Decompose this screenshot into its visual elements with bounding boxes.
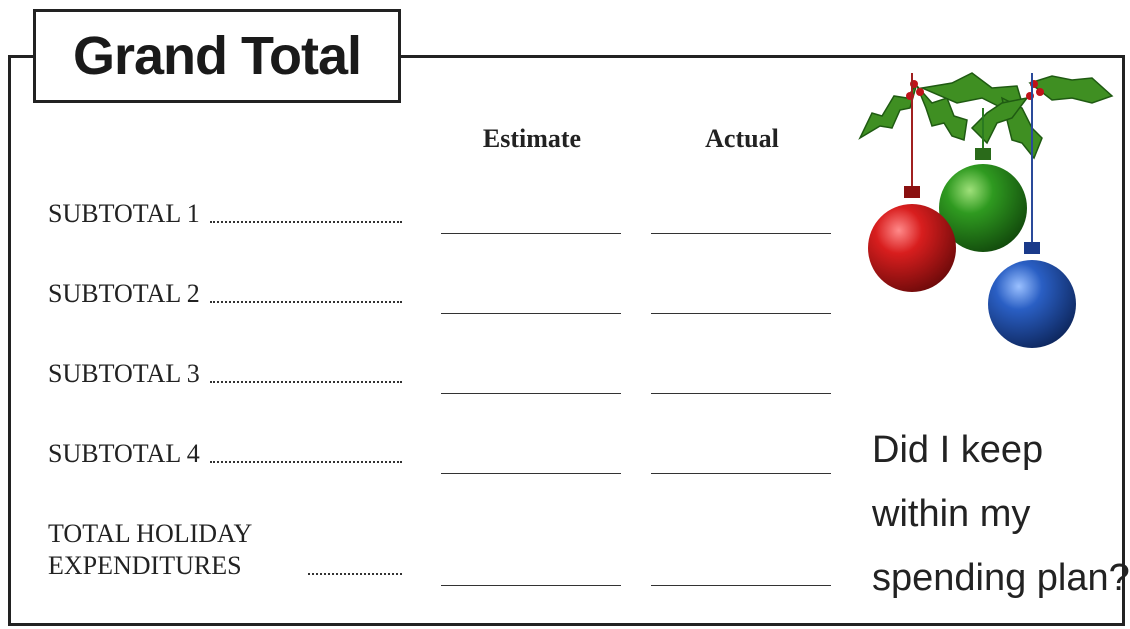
row-label: SUBTOTAL 4 (48, 438, 200, 470)
column-header: Actual (652, 124, 832, 154)
row-label: TOTAL HOLIDAY EXPENDITURES (48, 518, 298, 582)
dotted-leader (210, 381, 402, 383)
title: Grand Total (33, 9, 401, 103)
blank-line[interactable] (651, 473, 831, 474)
row-label: SUBTOTAL 2 (48, 278, 200, 310)
blank-line[interactable] (441, 393, 621, 394)
holly (860, 73, 1112, 158)
row: SUBTOTAL 4 (48, 438, 402, 470)
page: Grand Total Estimate Actual SUBTOTAL 1 SU… (0, 0, 1130, 629)
blank-line[interactable] (651, 233, 831, 234)
blank-line[interactable] (441, 313, 621, 314)
dotted-leader (210, 461, 402, 463)
blank-line[interactable] (441, 585, 621, 586)
column-header: Estimate (442, 124, 622, 154)
question: Did I keep within my spending plan? (872, 418, 1130, 610)
row: TOTAL HOLIDAY EXPENDITURES (48, 518, 402, 582)
blank-line[interactable] (651, 393, 831, 394)
dotted-leader (210, 221, 402, 223)
blank-line[interactable] (651, 313, 831, 314)
ornaments (852, 68, 1117, 353)
dotted-leader (210, 301, 402, 303)
row-label: SUBTOTAL 1 (48, 198, 200, 230)
row-label: SUBTOTAL 3 (48, 358, 200, 390)
dotted-leader (308, 573, 402, 575)
row: SUBTOTAL 2 (48, 278, 402, 310)
blank-line[interactable] (441, 233, 621, 234)
row: SUBTOTAL 3 (48, 358, 402, 390)
row: SUBTOTAL 1 (48, 198, 402, 230)
ornament-blue (988, 242, 1076, 348)
blank-line[interactable] (441, 473, 621, 474)
blank-line[interactable] (651, 585, 831, 586)
